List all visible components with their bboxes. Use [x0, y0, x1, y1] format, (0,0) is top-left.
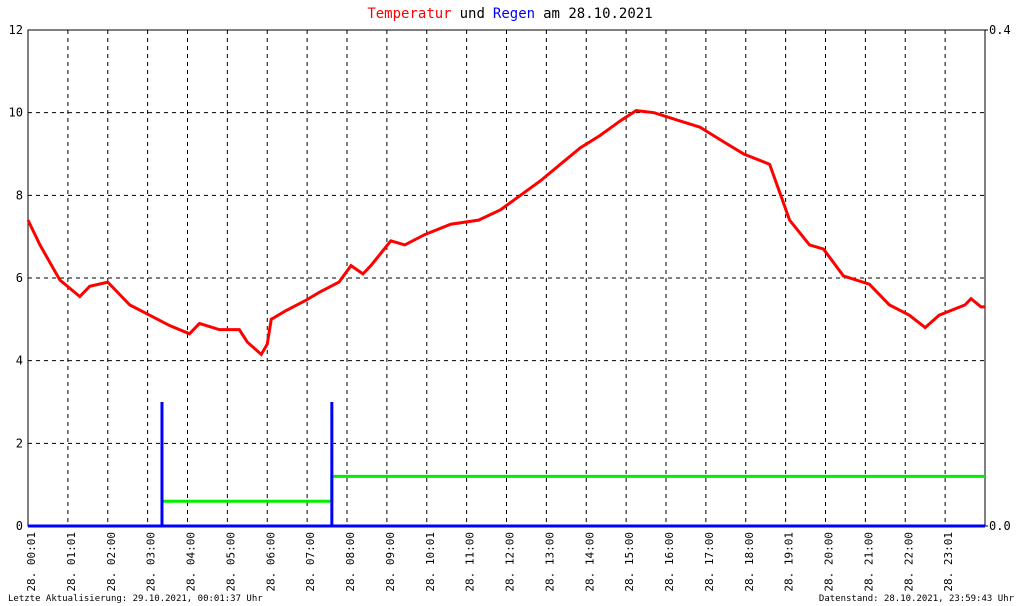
x-tick-label: 28. 20:00: [823, 532, 836, 592]
x-tick-label: 28. 03:00: [145, 532, 158, 592]
x-tick-label: 28. 22:00: [902, 532, 915, 592]
x-tick-label: 28. 15:00: [623, 532, 636, 592]
footer-right: Datenstand: 28.10.2021, 23:59:43 Uhr: [819, 594, 1015, 604]
y2-tick-label: 0.4: [989, 23, 1011, 37]
y-tick-label: 6: [16, 271, 23, 285]
x-tick-label: 28. 21:00: [862, 532, 875, 592]
x-tick-label: 28. 05:00: [224, 532, 237, 592]
x-tick-label: 28. 11:00: [464, 532, 477, 592]
title-part: Temperatur: [367, 6, 451, 22]
x-tick-label: 28. 00:01: [25, 532, 38, 592]
x-tick-label: 28. 01:01: [65, 532, 78, 592]
title-part: und: [460, 6, 485, 22]
y-tick-label: 2: [16, 436, 23, 450]
x-tick-label: 28. 12:00: [504, 532, 517, 592]
x-tick-label: 28. 18:00: [743, 532, 756, 592]
y-tick-label: 12: [9, 23, 23, 37]
chart-title: Temperatur und Regen am 28.10.2021: [367, 6, 652, 22]
line-temperature: [26, 109, 985, 357]
title-part: Regen: [493, 6, 535, 22]
title-part: am 28.10.2021: [543, 6, 653, 22]
line-rain_total: [161, 474, 985, 503]
x-tick-label: 28. 09:00: [384, 532, 397, 592]
y-tick-label: 8: [16, 188, 23, 202]
x-tick-label: 28. 06:00: [264, 532, 277, 592]
x-tick-label: 28. 02:00: [105, 532, 118, 592]
x-tick-label: 28. 07:00: [304, 532, 317, 592]
y-tick-label: 10: [9, 106, 23, 120]
y2-tick-label: 0.0: [989, 519, 1011, 533]
x-tick-label: 28. 16:00: [663, 532, 676, 592]
x-tick-label: 28. 13:00: [543, 532, 556, 592]
x-tick-label: 28. 14:00: [583, 532, 596, 592]
x-tick-label: 28. 04:00: [185, 532, 198, 592]
x-tick-label: 28. 17:00: [703, 532, 716, 592]
footer-left: Letzte Aktualisierung: 29.10.2021, 00:01…: [8, 594, 263, 604]
x-tick-label: 28. 08:00: [344, 532, 357, 592]
x-tick-label: 28. 19:01: [783, 532, 796, 592]
y-tick-label: 0: [16, 519, 23, 533]
y-tick-label: 4: [16, 354, 23, 368]
x-tick-label: 28. 10:01: [424, 532, 437, 592]
x-tick-label: 28. 23:01: [942, 532, 955, 592]
